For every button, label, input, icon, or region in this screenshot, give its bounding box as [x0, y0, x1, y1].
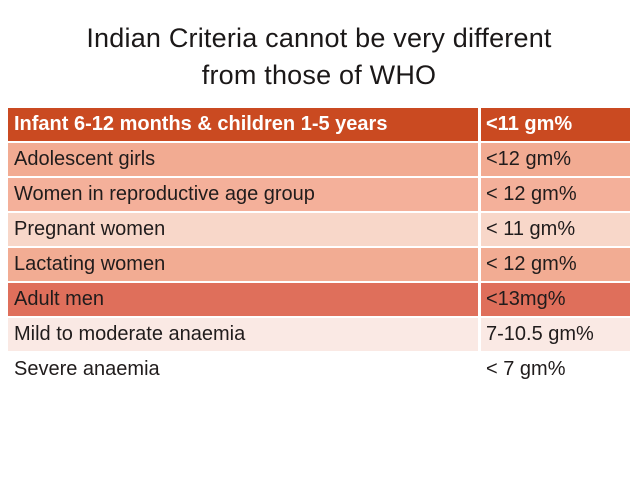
- table-row: Pregnant women < 11 gm%: [8, 213, 630, 248]
- row-label: Infant 6-12 months & children 1-5 years: [14, 113, 388, 135]
- table-row: Women in reproductive age group < 12 gm%: [8, 178, 630, 213]
- row-label: Lactating women: [14, 253, 166, 275]
- row-value: < 7 gm%: [478, 353, 630, 386]
- row-value: <13mg%: [478, 283, 630, 316]
- slide-title: Indian Criteria cannot be very different…: [0, 20, 638, 94]
- table-row: Severe anaemia < 7 gm%: [8, 353, 630, 388]
- row-value: <11 gm%: [478, 108, 630, 141]
- table-row: Adolescent girls <12 gm%: [8, 143, 630, 178]
- table-row: Mild to moderate anaemia 7-10.5 gm%: [8, 318, 630, 353]
- criteria-table: Infant 6-12 months & children 1-5 years …: [8, 108, 630, 388]
- slide-title-line1: Indian Criteria cannot be very different: [86, 23, 552, 53]
- row-label: Adolescent girls: [14, 148, 156, 170]
- row-value: < 12 gm%: [478, 248, 630, 281]
- row-value: <12 gm%: [478, 143, 630, 176]
- row-label: Adult men: [14, 288, 105, 310]
- row-value: < 12 gm%: [478, 178, 630, 211]
- table-row-header: Infant 6-12 months & children 1-5 years …: [8, 108, 630, 143]
- row-label: Women in reproductive age group: [14, 183, 315, 205]
- row-label: Severe anaemia: [14, 358, 160, 380]
- table-row: Lactating women < 12 gm%: [8, 248, 630, 283]
- row-value: 7-10.5 gm%: [478, 318, 630, 351]
- slide-title-line2: from those of WHO: [201, 60, 437, 90]
- row-label: Mild to moderate anaemia: [14, 323, 246, 345]
- row-value: < 11 gm%: [478, 213, 630, 246]
- table-row: Adult men <13mg%: [8, 283, 630, 318]
- row-label: Pregnant women: [14, 218, 166, 240]
